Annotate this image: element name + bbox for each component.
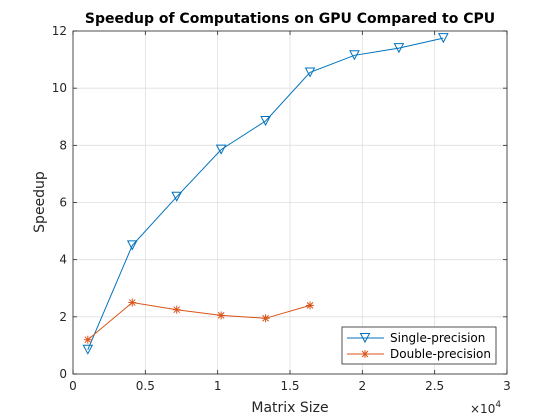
data-point-double-precision bbox=[128, 298, 137, 307]
x-tick-label: 3 bbox=[503, 379, 511, 393]
legend: Single-precision Double-precision bbox=[341, 326, 497, 365]
x-tick-label: 0 bbox=[69, 379, 77, 393]
y-tick-label: 8 bbox=[59, 138, 67, 152]
x-axis-multiplier: ×104 bbox=[470, 400, 501, 416]
x-axis-multiplier-base: ×10 bbox=[470, 402, 495, 416]
x-tick-label: 1.5 bbox=[280, 379, 299, 393]
y-tick-label: 4 bbox=[59, 253, 67, 267]
series-line-single-precision bbox=[87, 37, 444, 350]
x-axis-multiplier-exponent: 4 bbox=[495, 400, 501, 410]
data-point-single-precision bbox=[260, 116, 271, 127]
data-point-single-precision bbox=[126, 240, 138, 251]
chart-title: Speedup of Computations on GPU Compared … bbox=[85, 11, 495, 27]
x-tick-label: 2.5 bbox=[425, 379, 444, 393]
y-tick-label: 2 bbox=[59, 310, 67, 324]
data-point-single-precision bbox=[82, 344, 94, 355]
data-point-double-precision bbox=[306, 301, 315, 310]
data-point-single-precision bbox=[438, 33, 449, 44]
series bbox=[82, 33, 449, 355]
data-point-single-precision bbox=[304, 67, 316, 78]
x-tick-label: 2 bbox=[359, 379, 367, 393]
data-point-single-precision bbox=[215, 144, 227, 155]
legend-marker-single-precision bbox=[359, 333, 371, 344]
series-double-precision bbox=[83, 298, 315, 344]
data-point-single-precision bbox=[349, 50, 360, 61]
x-tick-label: 1 bbox=[214, 379, 222, 393]
legend-label-double-precision: Double-precision bbox=[390, 347, 491, 361]
y-tick-label: 6 bbox=[59, 196, 67, 210]
data-point-double-precision bbox=[83, 335, 92, 344]
x-tick-label: 0.5 bbox=[136, 379, 155, 393]
series-single-precision bbox=[82, 33, 449, 355]
data-point-double-precision bbox=[261, 314, 270, 323]
legend-marker-double-precision bbox=[361, 350, 369, 358]
x-axis-ticks: 0 0.5 1 1.5 2 2.5 3 bbox=[69, 31, 511, 393]
series-line-double-precision bbox=[87, 301, 311, 341]
data-point-double-precision bbox=[217, 311, 226, 320]
data-point-single-precision bbox=[171, 191, 183, 202]
y-tick-label: 10 bbox=[52, 81, 67, 95]
data-point-single-precision bbox=[393, 43, 405, 54]
y-axis-label: Speedup bbox=[32, 171, 48, 233]
data-point-double-precision bbox=[172, 305, 181, 314]
legend-label-single-precision: Single-precision bbox=[390, 331, 485, 345]
y-tick-label: 0 bbox=[59, 367, 67, 381]
y-axis-ticks: 0 2 4 6 8 10 12 bbox=[52, 24, 507, 381]
y-tick-label: 12 bbox=[52, 24, 67, 38]
x-axis-label: Matrix Size bbox=[251, 400, 328, 416]
